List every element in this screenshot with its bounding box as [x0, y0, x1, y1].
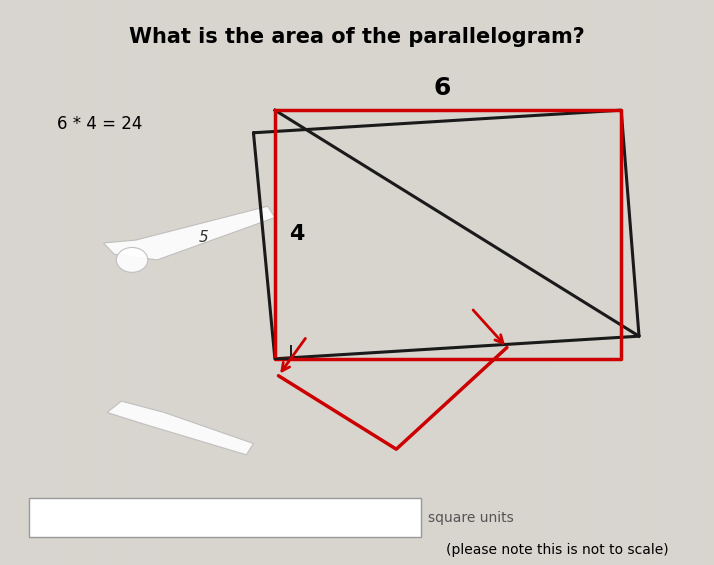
Text: What is the area of the parallelogram?: What is the area of the parallelogram?	[129, 27, 585, 47]
Text: 6 * 4 = 24: 6 * 4 = 24	[57, 115, 143, 133]
Text: 6: 6	[434, 76, 451, 99]
Circle shape	[116, 247, 148, 272]
Text: 4: 4	[288, 224, 304, 245]
Text: 5: 5	[198, 230, 208, 245]
Polygon shape	[104, 206, 275, 260]
Text: 24: 24	[57, 508, 80, 527]
FancyBboxPatch shape	[29, 498, 421, 537]
Polygon shape	[107, 401, 253, 455]
Text: square units: square units	[428, 511, 514, 524]
Text: (please note this is not to scale): (please note this is not to scale)	[446, 542, 668, 557]
